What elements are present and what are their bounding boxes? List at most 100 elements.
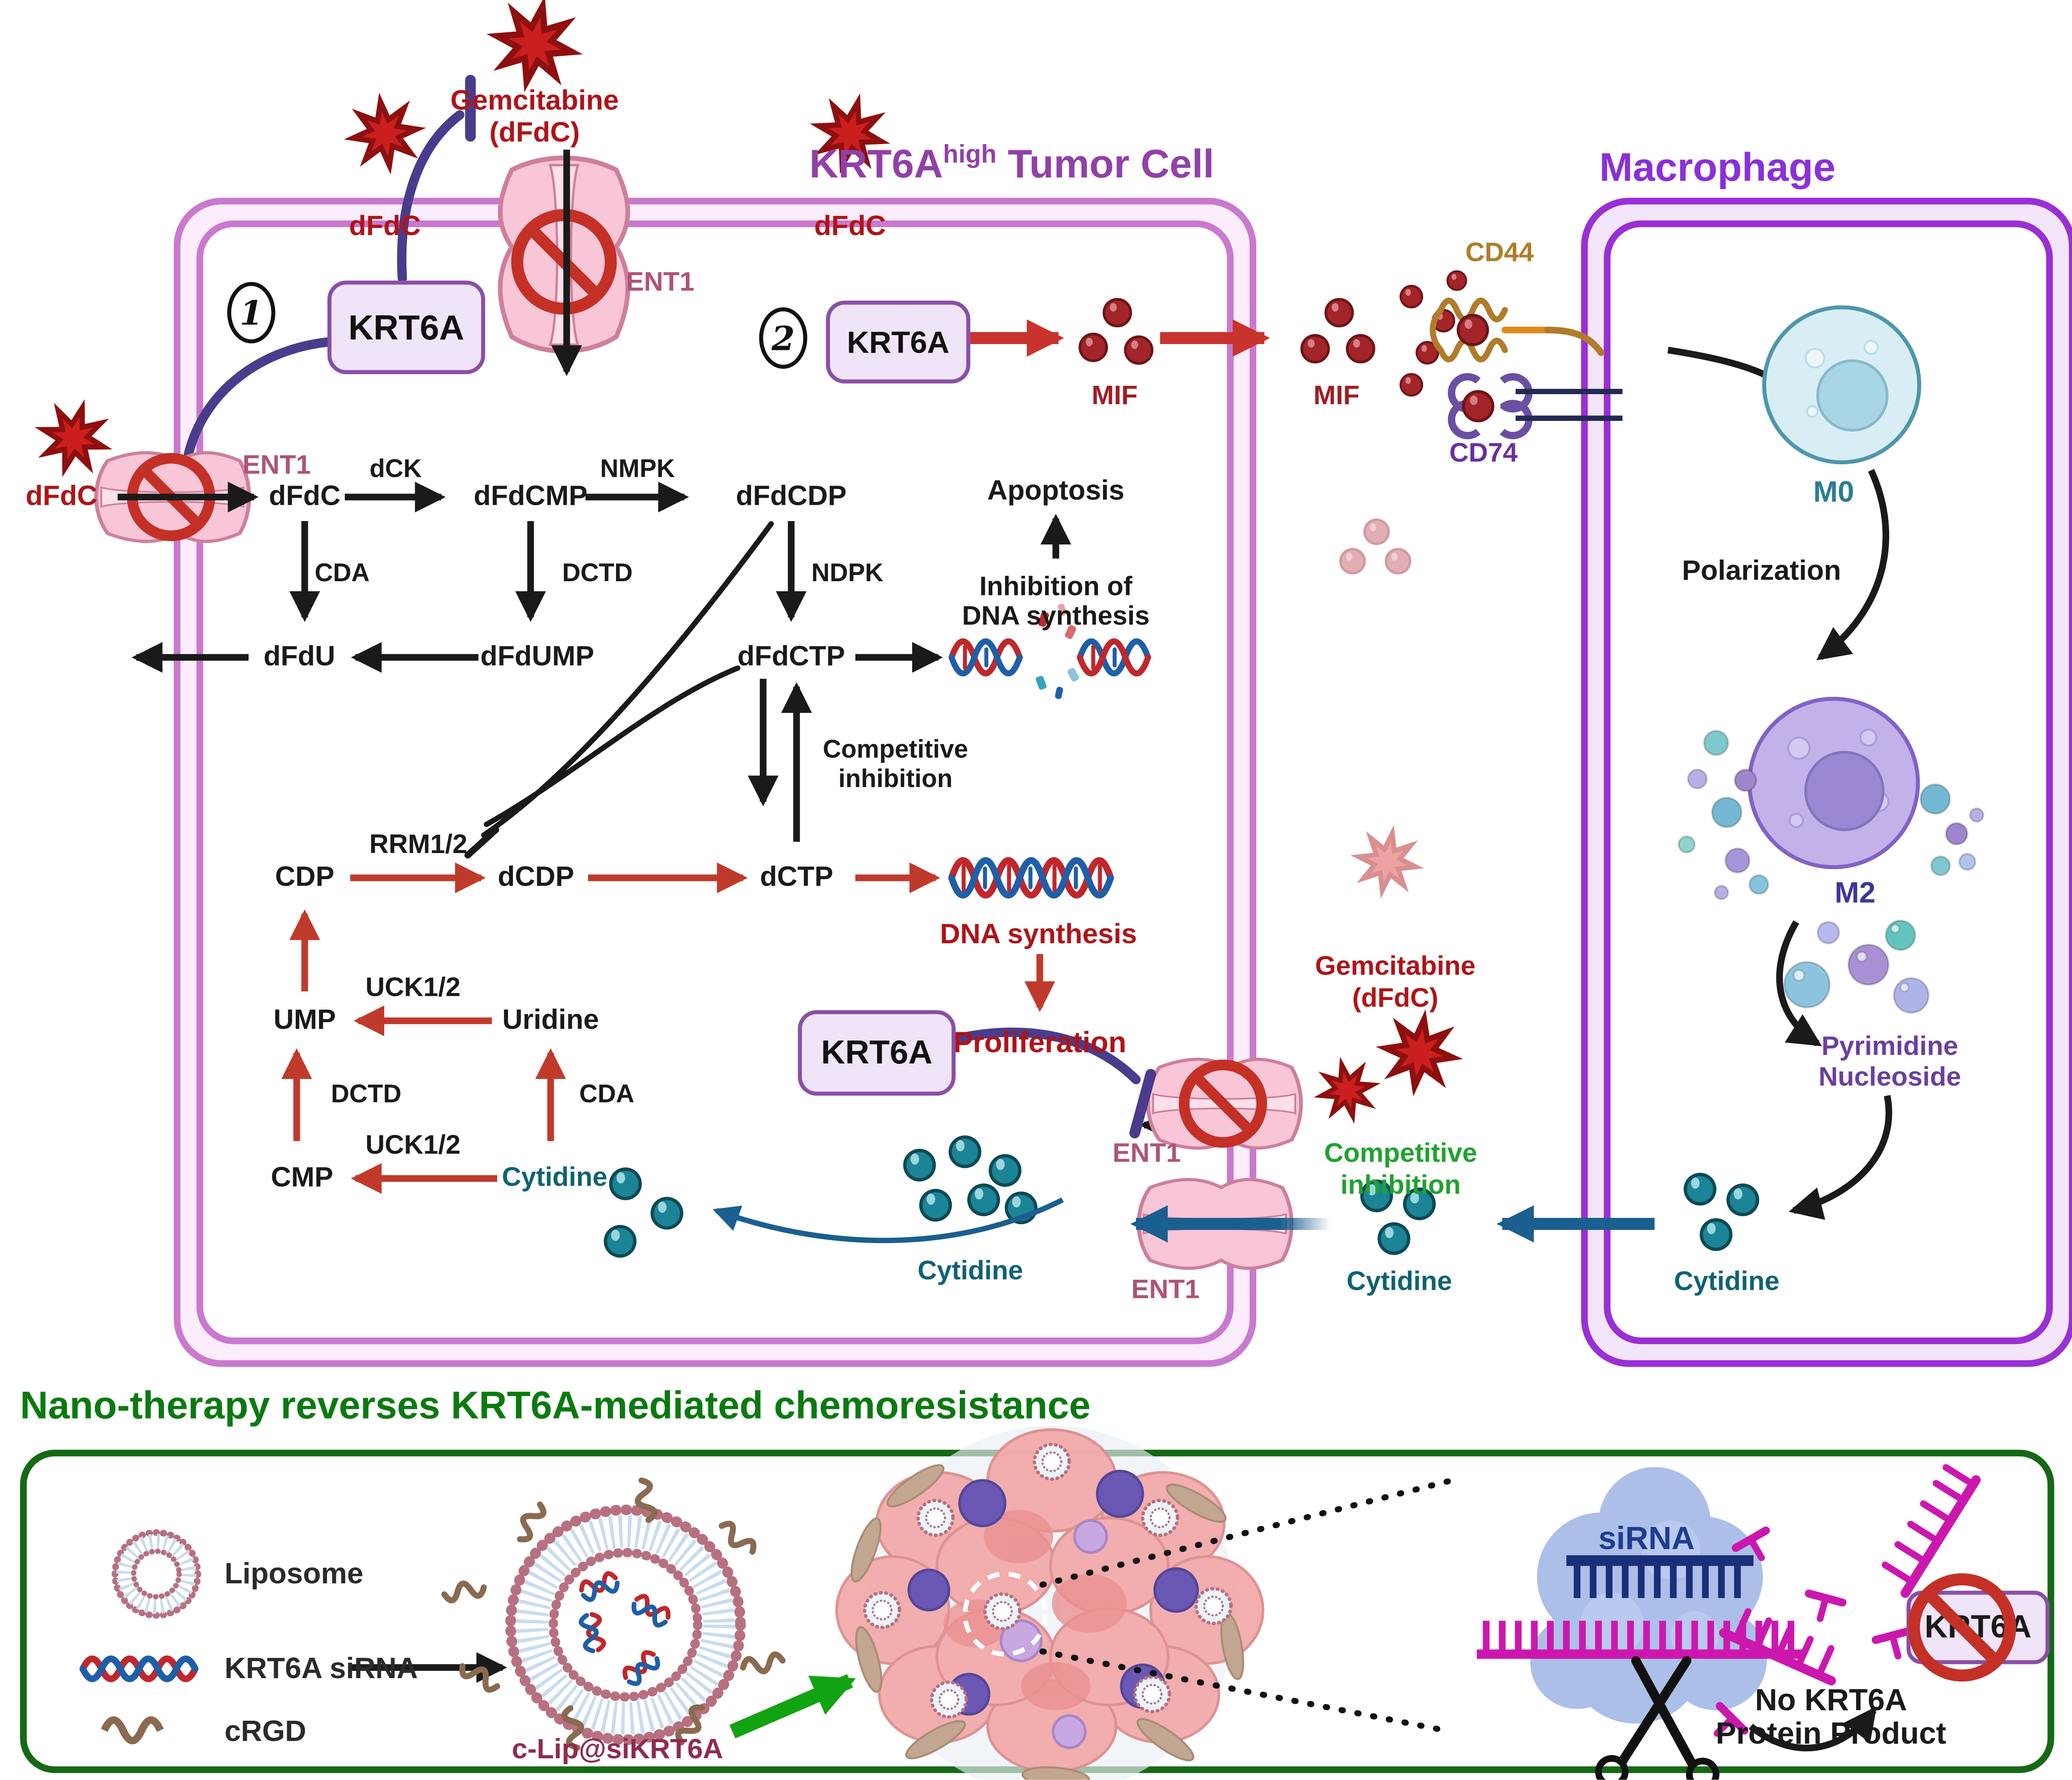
m2-to-pyrimidine-arrow [1776, 920, 1822, 1046]
cdp-node: CDP [275, 861, 335, 893]
ent1-label-blocked: ENT1 [1112, 1139, 1181, 1169]
no-krt6a-line2: Protein Product [1715, 1715, 1947, 1750]
cleavage-arrow [1748, 1706, 1877, 1752]
dck-enzyme: dCK [369, 456, 422, 484]
dfdc-node: dFdC [269, 481, 341, 512]
rrm12-enzyme: RRM1/2 [369, 830, 467, 860]
cd74-label: CD74 [1449, 439, 1518, 468]
gemcitabine-bottom-line2: (dFdC) [1352, 984, 1438, 1014]
mif-label-inside: MIF [1091, 381, 1138, 411]
gemcitabine-label-line1: Gemcitabine [450, 85, 619, 116]
dfdcmp-node: dFdCMP [474, 481, 588, 512]
cda-lower-enzyme: CDA [579, 1081, 634, 1109]
dna-synthesis-label: DNA synthesis [940, 919, 1137, 950]
mif-dots-outside [1302, 271, 1466, 396]
rrm12-inhibition-curves [464, 521, 774, 859]
dctp-node: dCTP [760, 861, 833, 893]
polarization-label: Polarization [1682, 556, 1841, 587]
dctd-enzyme: DCTD [562, 560, 633, 588]
no-entry-icon-bottom [1179, 1059, 1267, 1148]
krt6a-sirna-legend-label: KRT6A siRNA [224, 1651, 418, 1685]
dfdctp-node: dFdCTP [737, 641, 845, 672]
pyrimidine-label-line1: Pyrimidine [1821, 1032, 1958, 1062]
cytidine-dots-inside [905, 1137, 1036, 1223]
uck12-upper-enzyme: UCK1/2 [365, 973, 461, 1003]
dfdc-label-right: dFdC [814, 211, 886, 242]
m0-label: M0 [1813, 475, 1854, 509]
m2-label: M2 [1834, 876, 1876, 909]
ndpk-enzyme: NDPK [811, 560, 883, 588]
crgd-legend-label: cRGD [224, 1714, 307, 1748]
pyrimidine-to-cytidine-arrow [1788, 1095, 1892, 1220]
dfdc-star-left-outside [35, 400, 112, 477]
dfdcdp-node: dFdCDP [735, 481, 847, 512]
tumor-spheroid-icon [835, 1426, 1455, 1780]
m0-cell-icon [1762, 305, 1922, 465]
risc-sirna-complex-icon [1477, 1467, 1805, 1780]
c-lip-sikrt6a-label: c-Lip@siKRT6A [512, 1734, 723, 1765]
liposome-legend-label: Liposome [224, 1557, 364, 1590]
cd74-receptor-icon [1448, 373, 1623, 439]
cytidine-dots-macrophage [1685, 1175, 1758, 1249]
mif-dots-inside [1080, 299, 1152, 364]
cytidine-label-outside: Cytidine [1347, 1267, 1452, 1297]
pathway-red-arrows [281, 862, 1055, 1194]
competitive-inhibition-line2: inhibition [838, 765, 953, 794]
cytidine-pathway-node: Cytidine [502, 1163, 608, 1193]
ent1-label-top: ENT1 [626, 268, 695, 297]
mif-dots-faded [1341, 520, 1410, 573]
ump-node: UMP [273, 1005, 336, 1036]
mrna-fragments [1713, 1464, 1981, 1737]
krt6a-box-2: KRT6A [826, 301, 971, 384]
cytidine-salvage-arrow [713, 1197, 1064, 1243]
intact-dna-icon [948, 857, 1114, 899]
inhibition-dna-line1: Inhibition of [979, 572, 1133, 602]
krt6a-inhibits-ent1-bottom-curve [948, 1027, 1156, 1139]
m2-vesicles [1677, 730, 1985, 901]
pyrimidine-label-line2: Nucleoside [1818, 1063, 1961, 1092]
inhibition-dna-line2: DNA synthesis [962, 602, 1150, 631]
m2-cell-icon [1747, 696, 1920, 869]
cytidine-dots-near-pathway [606, 1169, 682, 1256]
dcdp-node: dCDP [497, 861, 574, 893]
step-2-badge: 2 [759, 307, 807, 369]
dfdc-label-left: dFdC [349, 211, 421, 242]
proliferation-label: Proliferation [953, 1025, 1126, 1059]
krt6a-box-3: KRT6A [798, 1010, 956, 1096]
pathway-black-arrows [132, 481, 1294, 1141]
apoptosis-label: Apoptosis [987, 476, 1125, 506]
c-lip-sikrt6a-icon [443, 1479, 784, 1749]
dfdc-label-outside: dFdC [25, 481, 98, 512]
nano-title: Nano-therapy reverses KRT6A-mediated che… [20, 1385, 1091, 1428]
mif-label-outside: MIF [1313, 381, 1360, 411]
delivery-arrow [729, 1674, 856, 1739]
dfdump-node: dFdUMP [480, 641, 594, 672]
sirna-label: siRNA [1598, 1521, 1695, 1557]
uridine-node: Uridine [502, 1005, 599, 1036]
zoom-callout-lines [1039, 1477, 1455, 1735]
ent1-label-left: ENT1 [242, 451, 311, 481]
krt6a-box-1: KRT6A [327, 281, 485, 374]
faded-star-icon [1354, 828, 1421, 895]
tumor-cell-inner-membrane [196, 220, 1234, 1344]
nmpk-enzyme: NMPK [600, 456, 675, 484]
cda-enzyme: CDA [314, 560, 370, 588]
competitive-inhibition-line1: Competitive [823, 736, 968, 765]
cmp-node: CMP [271, 1162, 333, 1193]
cytidine-label-macrophage: Cytidine [1674, 1267, 1780, 1297]
liposome-legend-icon [112, 1529, 201, 1619]
crgd-legend-icon [104, 1720, 160, 1740]
gemcitabine-bottom-line1: Gemcitabine [1315, 952, 1476, 982]
dctd-lower-enzyme: DCTD [331, 1081, 402, 1109]
ent1-label-open: ENT1 [1131, 1275, 1200, 1305]
macrophage-title: Macrophage [1599, 146, 1836, 190]
krt6a-blocked-label: KRT6A [1924, 1609, 2032, 1646]
polarization-arrow [1816, 469, 1889, 661]
step-1-badge: 1 [227, 282, 276, 344]
krt6a-sirna-legend-icon [79, 1655, 199, 1682]
competitive-green-line1: Competitive [1324, 1139, 1477, 1169]
cytidine-label-inside: Cytidine [917, 1256, 1023, 1286]
pyrimidine-nucleoside-bubbles [1783, 919, 1930, 1014]
